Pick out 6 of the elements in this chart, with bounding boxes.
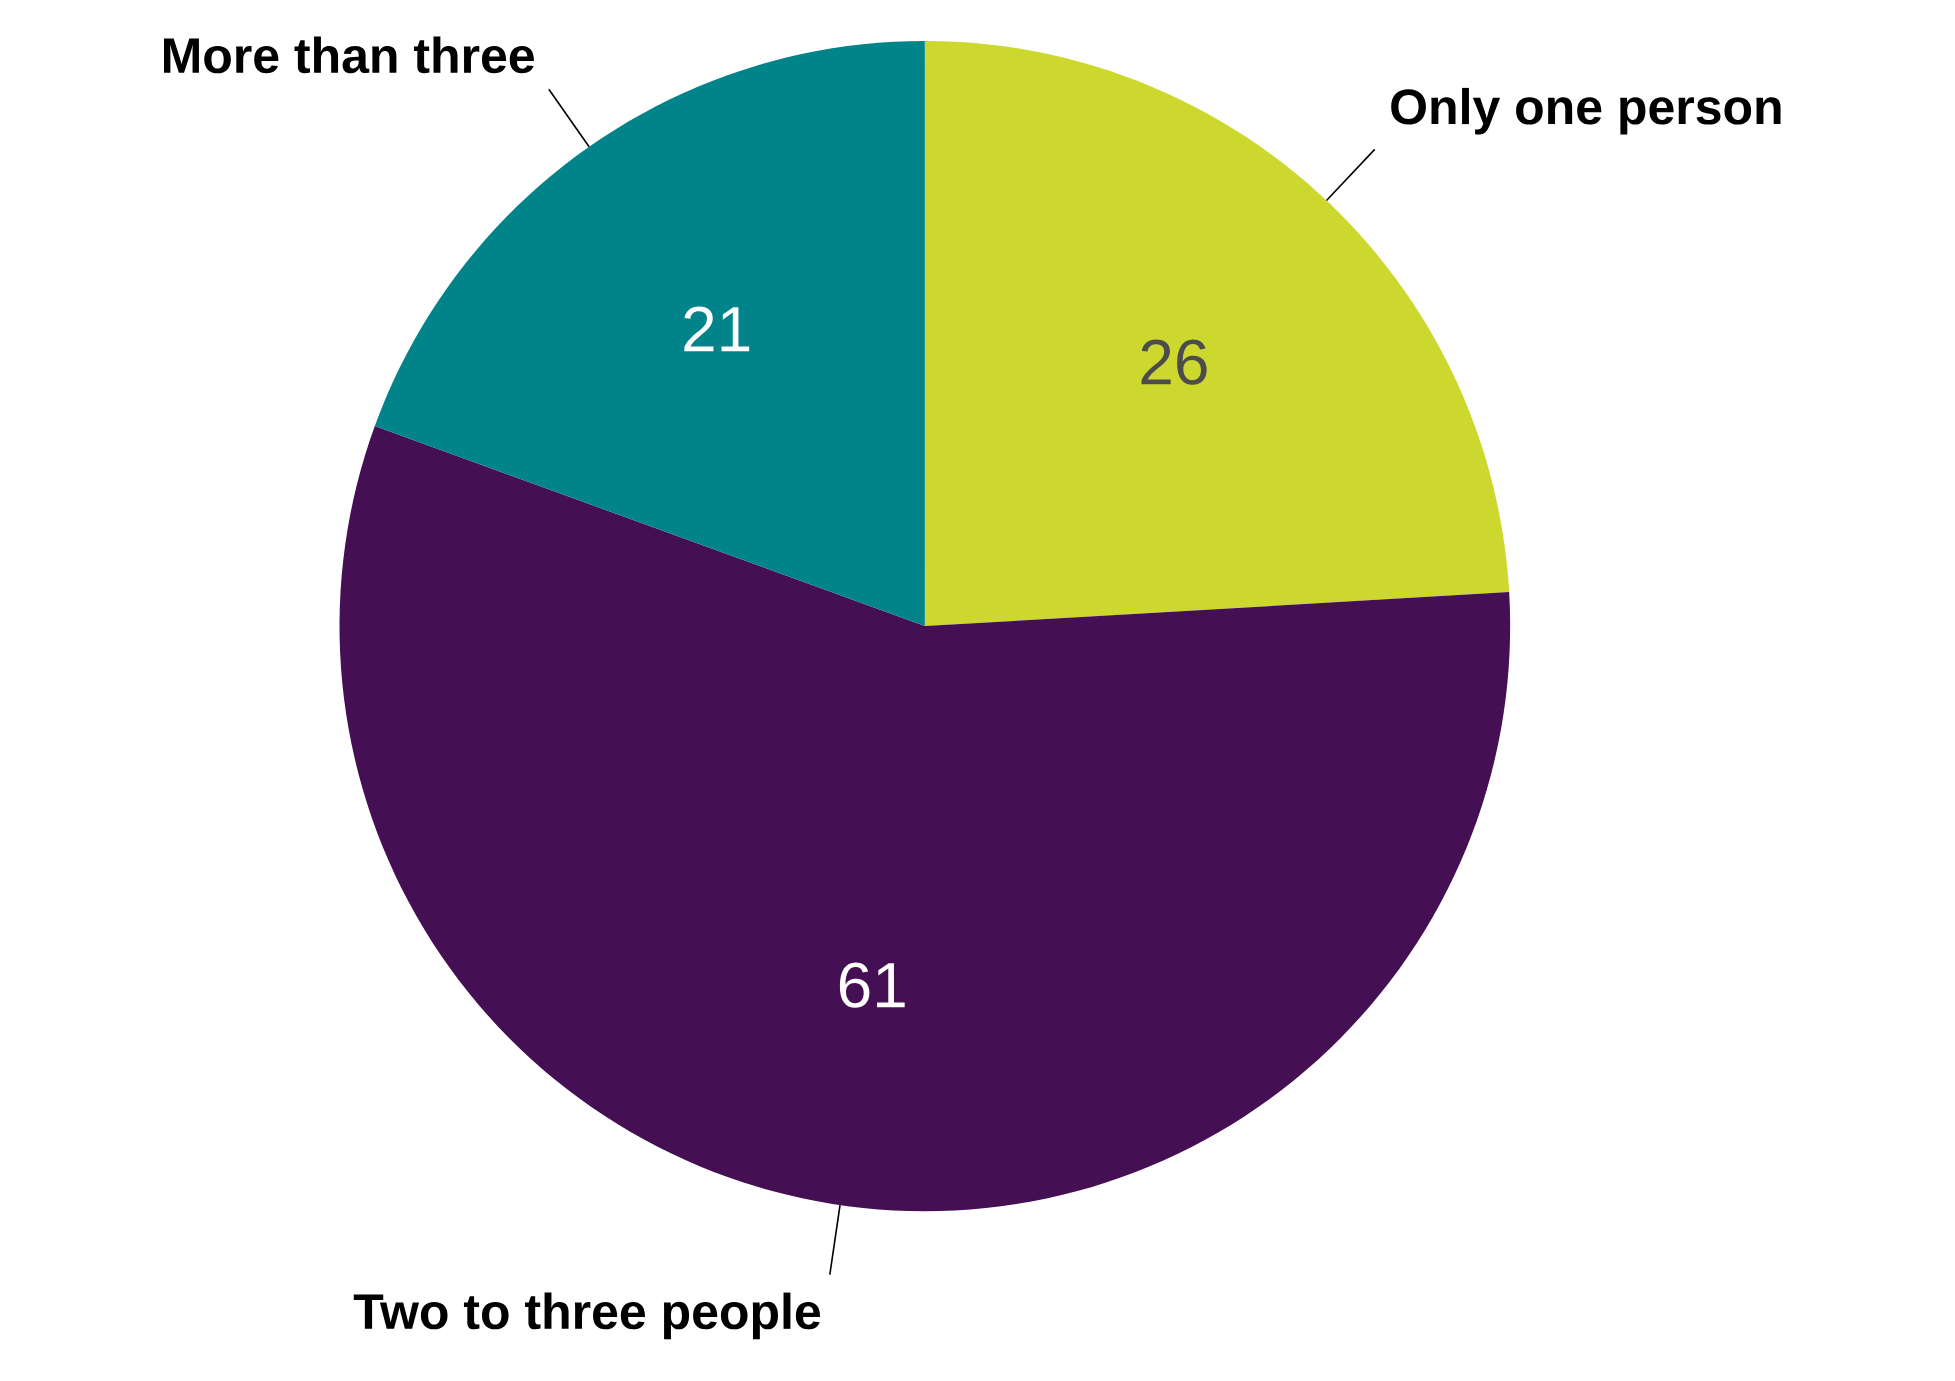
data-label: 21 <box>684 306 750 352</box>
slice-label: Only one person <box>1391 87 1781 135</box>
slice-label: Two to three people <box>353 1292 821 1340</box>
data-label: 61 <box>839 962 905 1008</box>
slice-label: More than three <box>163 36 534 74</box>
data-label: 26 <box>1141 339 1207 385</box>
